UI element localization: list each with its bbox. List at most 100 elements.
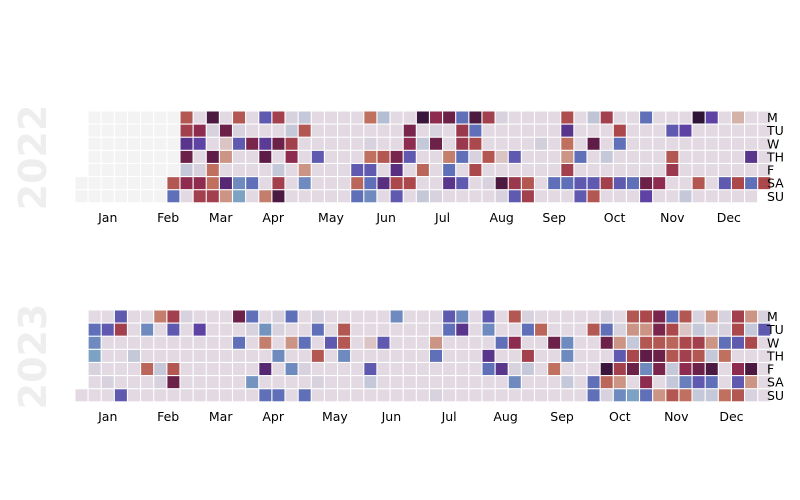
day-cell [745,349,758,362]
day-cell [443,336,456,349]
day-cell [521,349,534,362]
day-cell [574,363,587,376]
day-cell [416,111,429,124]
day-cell [285,111,298,124]
day-cell [233,150,246,163]
day-cell [495,124,508,137]
day-cell [574,376,587,389]
day-cell [246,389,259,402]
day-cell [128,111,141,124]
day-cell [521,177,534,190]
day-cell [508,363,521,376]
day-cell [206,389,219,402]
day-cell [246,150,259,163]
day-cell [141,310,154,323]
day-cell [403,310,416,323]
day-cell [311,150,324,163]
day-cell [364,310,377,323]
day-cell [114,349,127,362]
day-cell [193,111,206,124]
day-cell [351,164,364,177]
day-cell [679,336,692,349]
day-cell [101,111,114,124]
day-cell [285,190,298,203]
day-cell [469,164,482,177]
day-cell [587,336,600,349]
day-cell [626,323,639,336]
day-cell [430,389,443,402]
day-cell [561,164,574,177]
day-cell [206,323,219,336]
day-cell [338,389,351,402]
day-cell [141,323,154,336]
day-cell [128,150,141,163]
day-cell [745,336,758,349]
day-cell [259,336,272,349]
day-cell [430,336,443,349]
day-cell [600,124,613,137]
day-cell [259,177,272,190]
day-cell [666,164,679,177]
day-cell [613,137,626,150]
month-label: Jan [97,409,117,424]
day-cell [626,310,639,323]
day-cell [88,349,101,362]
day-cell [219,124,232,137]
day-cell [114,336,127,349]
day-cell [88,376,101,389]
day-cell [600,389,613,402]
day-cell [259,190,272,203]
day-cell [114,137,127,150]
day-cell [521,336,534,349]
day-cell [705,336,718,349]
day-cell [154,310,167,323]
day-cell [193,376,206,389]
day-cell [548,164,561,177]
day-cell [88,389,101,402]
day-cell [141,389,154,402]
day-cell [154,349,167,362]
day-cell [193,137,206,150]
day-cell [587,349,600,362]
day-cell [141,336,154,349]
day-cell [272,336,285,349]
day-cell [403,363,416,376]
day-cell [495,376,508,389]
day-cell [154,389,167,402]
day-cell [167,164,180,177]
day-cell [653,137,666,150]
day-cell [692,190,705,203]
day-cell [561,150,574,163]
day-cell [377,336,390,349]
day-cell [141,111,154,124]
month-label: Jun [381,409,402,424]
day-cell [390,177,403,190]
day-cell [246,336,259,349]
day-cell [653,376,666,389]
day-cell [351,111,364,124]
day-cell [219,363,232,376]
day-cell [679,137,692,150]
day-cell [443,323,456,336]
day-cell [548,336,561,349]
day-cell [679,190,692,203]
day-cell [390,137,403,150]
day-cell [640,349,653,362]
day-cell [535,376,548,389]
day-cell [128,190,141,203]
day-cell [246,349,259,362]
day-cell [259,389,272,402]
day-cell [469,150,482,163]
day-cell [285,376,298,389]
day-cell [416,310,429,323]
day-cell [679,389,692,402]
day-cell [666,111,679,124]
day-cell [311,376,324,389]
day-cell [167,376,180,389]
day-cell [259,323,272,336]
day-cell [351,363,364,376]
day-cell [640,137,653,150]
day-cell [233,111,246,124]
day-cell [364,124,377,137]
day-cell [403,323,416,336]
